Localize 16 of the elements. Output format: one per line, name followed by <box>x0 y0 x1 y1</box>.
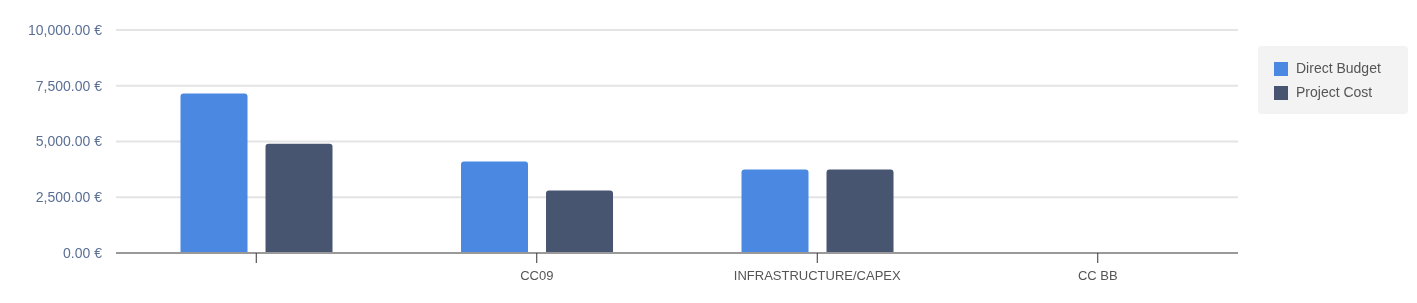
legend-label: Direct Budget <box>1296 60 1381 76</box>
legend-label: Project Cost <box>1296 84 1373 100</box>
y-tick-label: 10,000.00 € <box>28 21 103 38</box>
bar <box>546 190 614 253</box>
y-tick-label: 0.00 € <box>63 244 103 261</box>
x-tick-label: CC09 <box>520 268 554 284</box>
x-tick-label: INFRASTRUCTURE/CAPEX <box>733 268 901 284</box>
y-tick-label: 7,500.00 € <box>35 77 103 94</box>
x-tick-label: CC BB <box>1077 268 1118 284</box>
bar <box>741 169 809 253</box>
y-tick-label: 5,000.00 € <box>35 133 103 150</box>
bar <box>826 169 894 253</box>
bar <box>180 93 248 253</box>
bar <box>265 143 333 253</box>
y-tick-label: 2,500.00 € <box>35 189 103 206</box>
bar <box>461 161 529 253</box>
